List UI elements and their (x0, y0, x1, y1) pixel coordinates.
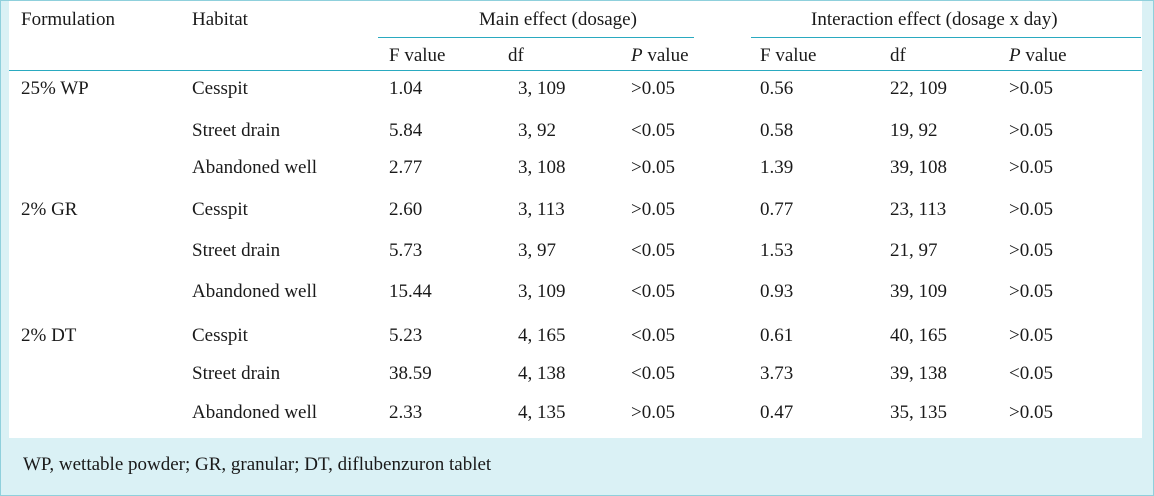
cell-int-f: 3.73 (760, 363, 794, 384)
header-rule (9, 70, 1142, 71)
cell-int-df: 21, 97 (890, 240, 938, 261)
cell-habitat: Cesspit (192, 325, 248, 346)
header-main-f: F value (389, 45, 446, 66)
cell-main-f: 15.44 (389, 281, 432, 302)
table-panel: Formulation Habitat Main effect (dosage)… (9, 1, 1142, 438)
cell-int-p: >0.05 (1009, 281, 1053, 302)
header-main-df: df (508, 45, 524, 66)
cell-int-df: 22, 109 (890, 78, 947, 99)
cell-int-p: >0.05 (1009, 325, 1053, 346)
table-footnote: WP, wettable powder; GR, granular; DT, d… (23, 454, 492, 475)
cell-main-p: >0.05 (631, 157, 675, 178)
cell-main-p: >0.05 (631, 78, 675, 99)
cell-habitat: Abandoned well (192, 157, 318, 178)
cell-formulation: 2% DT (21, 325, 77, 346)
cell-main-f: 5.23 (389, 325, 423, 346)
cell-int-f: 0.93 (760, 281, 794, 302)
cell-main-f: 38.59 (389, 363, 432, 384)
cell-int-df: 23, 113 (890, 199, 947, 220)
cell-int-p: >0.05 (1009, 157, 1053, 178)
cell-main-p: >0.05 (631, 199, 675, 220)
cell-int-p: <0.05 (1009, 363, 1053, 384)
header-int-p: P value (1009, 45, 1067, 66)
cell-int-df: 19, 92 (890, 120, 938, 141)
cell-main-df: 3, 97 (518, 240, 556, 261)
cell-int-f: 0.58 (760, 120, 794, 141)
main-effect-rule (378, 37, 694, 38)
cell-main-p: <0.05 (631, 281, 675, 302)
cell-int-f: 1.39 (760, 157, 794, 178)
cell-main-p: <0.05 (631, 120, 675, 141)
header-main-p: P value (631, 45, 689, 66)
cell-main-df: 3, 92 (518, 120, 556, 141)
cell-main-df: 4, 138 (518, 363, 566, 384)
cell-main-f: 2.60 (389, 199, 423, 220)
header-formulation: Formulation (21, 9, 115, 30)
cell-int-p: >0.05 (1009, 199, 1053, 220)
header-interaction-effect: Interaction effect (dosage x day) (811, 9, 1058, 30)
cell-habitat: Abandoned well (192, 402, 318, 423)
cell-main-df: 3, 109 (518, 78, 566, 99)
cell-habitat: Street drain (192, 363, 281, 384)
cell-main-df: 4, 135 (518, 402, 566, 423)
cell-main-p: <0.05 (631, 240, 675, 261)
interaction-effect-rule (751, 37, 1141, 38)
header-habitat: Habitat (192, 9, 248, 30)
cell-habitat: Cesspit (192, 199, 248, 220)
cell-int-df: 39, 138 (890, 363, 947, 384)
cell-formulation: 2% GR (21, 199, 78, 220)
cell-habitat: Street drain (192, 240, 281, 261)
cell-main-f: 1.04 (389, 78, 423, 99)
cell-habitat: Cesspit (192, 78, 248, 99)
cell-int-df: 39, 108 (890, 157, 947, 178)
header-main-effect: Main effect (dosage) (479, 9, 637, 30)
cell-int-df: 39, 109 (890, 281, 947, 302)
cell-int-f: 0.56 (760, 78, 794, 99)
cell-main-p: >0.05 (631, 402, 675, 423)
cell-int-f: 0.47 (760, 402, 794, 423)
cell-habitat: Abandoned well (192, 281, 318, 302)
cell-int-df: 35, 135 (890, 402, 947, 423)
cell-main-f: 2.77 (389, 157, 423, 178)
cell-formulation: 25% WP (21, 78, 89, 99)
cell-main-df: 3, 113 (518, 199, 565, 220)
cell-main-df: 3, 108 (518, 157, 566, 178)
cell-main-df: 4, 165 (518, 325, 566, 346)
cell-int-f: 1.53 (760, 240, 794, 261)
cell-main-f: 5.73 (389, 240, 423, 261)
cell-main-df: 3, 109 (518, 281, 566, 302)
cell-int-p: >0.05 (1009, 402, 1053, 423)
cell-int-df: 40, 165 (890, 325, 947, 346)
cell-int-p: >0.05 (1009, 78, 1053, 99)
cell-int-f: 0.77 (760, 199, 794, 220)
cell-int-p: >0.05 (1009, 120, 1053, 141)
header-int-df: df (890, 45, 906, 66)
cell-main-f: 2.33 (389, 402, 423, 423)
cell-main-p: <0.05 (631, 363, 675, 384)
cell-main-f: 5.84 (389, 120, 423, 141)
cell-int-p: >0.05 (1009, 240, 1053, 261)
cell-int-f: 0.61 (760, 325, 794, 346)
cell-main-p: <0.05 (631, 325, 675, 346)
cell-habitat: Street drain (192, 120, 281, 141)
header-int-f: F value (760, 45, 817, 66)
